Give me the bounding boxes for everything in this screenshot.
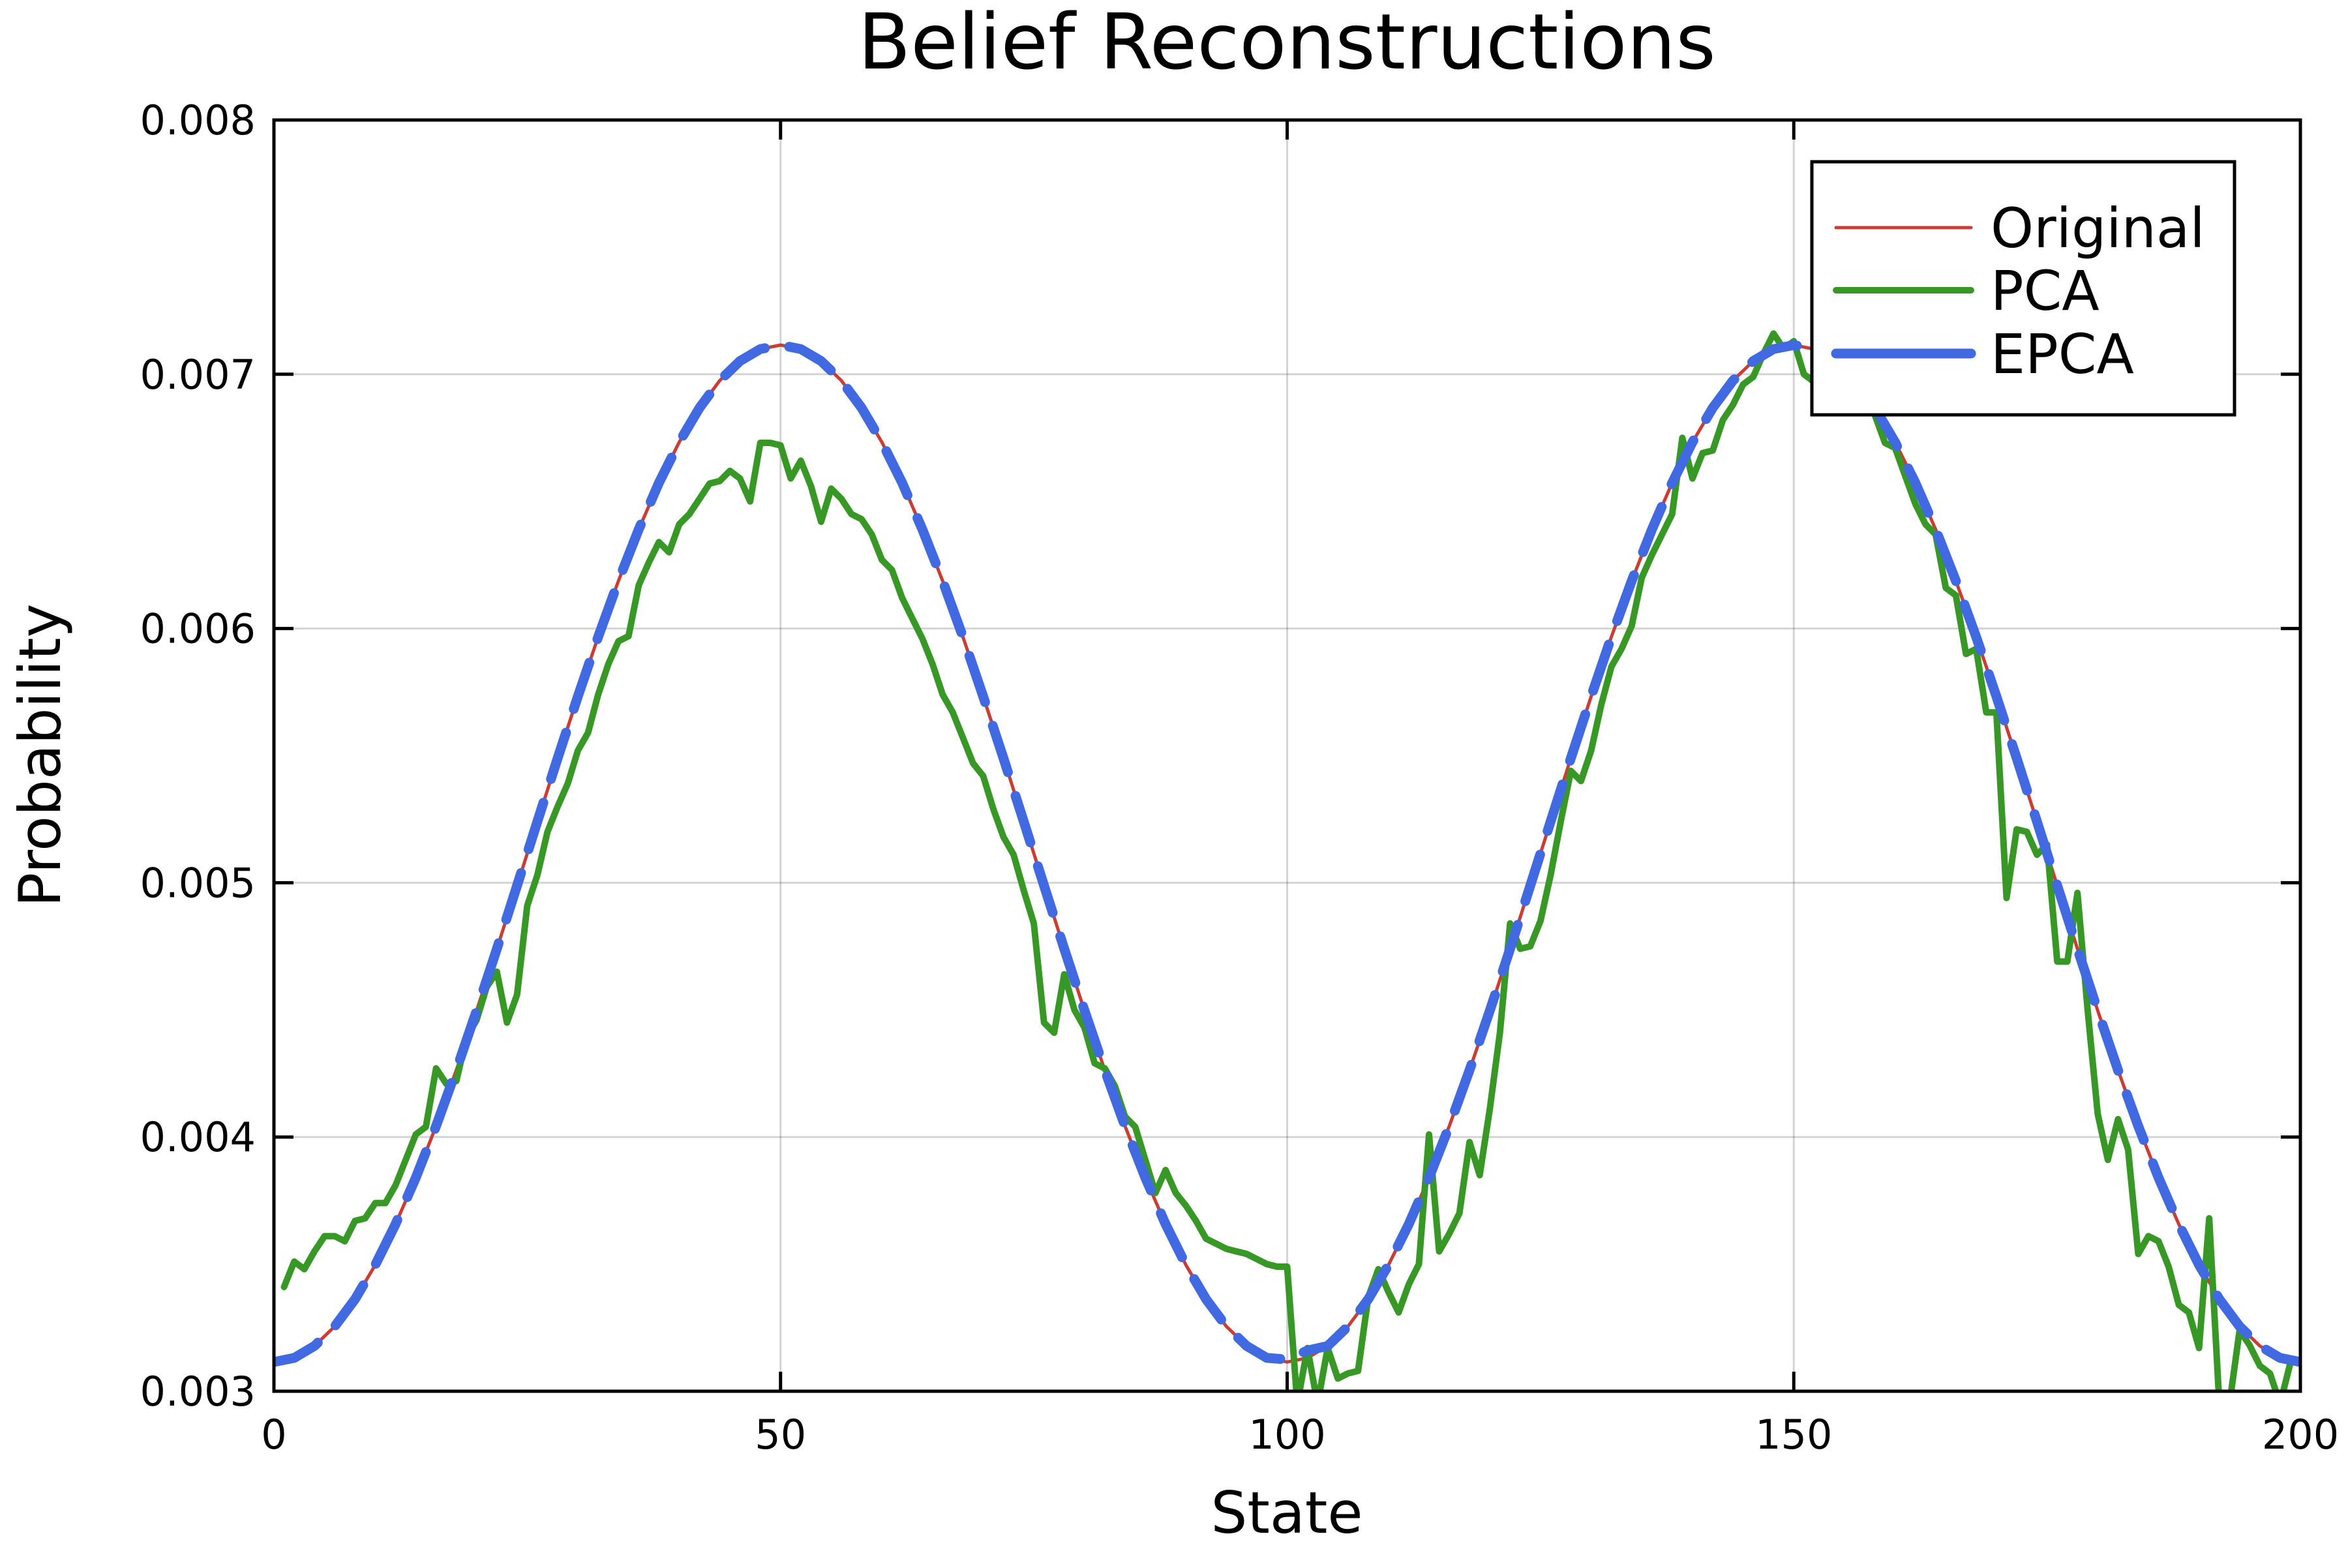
y-tick-label: 0.003 [140, 1368, 256, 1415]
x-axis-label: State [1211, 1479, 1363, 1546]
series-line-epca [274, 340, 2300, 1367]
legend-label-original: Original [1991, 196, 2205, 260]
x-tick-label: 100 [1248, 1411, 1325, 1458]
y-tick-label: 0.007 [140, 351, 256, 399]
y-axis-label: Probability [7, 603, 74, 907]
x-tick-label: 0 [261, 1411, 286, 1458]
y-tick-label: 0.008 [140, 97, 256, 144]
chart-title: Belief Reconstructions [858, 0, 1715, 87]
legend-label-epca: EPCA [1991, 322, 2134, 386]
y-tick-label: 0.004 [140, 1113, 256, 1161]
x-tick-label: 150 [1755, 1411, 1832, 1458]
ticks: 0 50 100 150 200 0.003 0.004 0.005 0.006 0.007 0.0… [140, 97, 2340, 1458]
y-tick-label: 0.005 [140, 859, 256, 907]
series-group [274, 330, 2300, 1391]
series-line-pca [280, 330, 2294, 1391]
x-tick-label: 200 [2262, 1411, 2339, 1458]
legend-label-pca: PCA [1991, 259, 2100, 323]
y-tick-label: 0.006 [140, 605, 256, 653]
x-tick-label: 50 [755, 1411, 806, 1458]
